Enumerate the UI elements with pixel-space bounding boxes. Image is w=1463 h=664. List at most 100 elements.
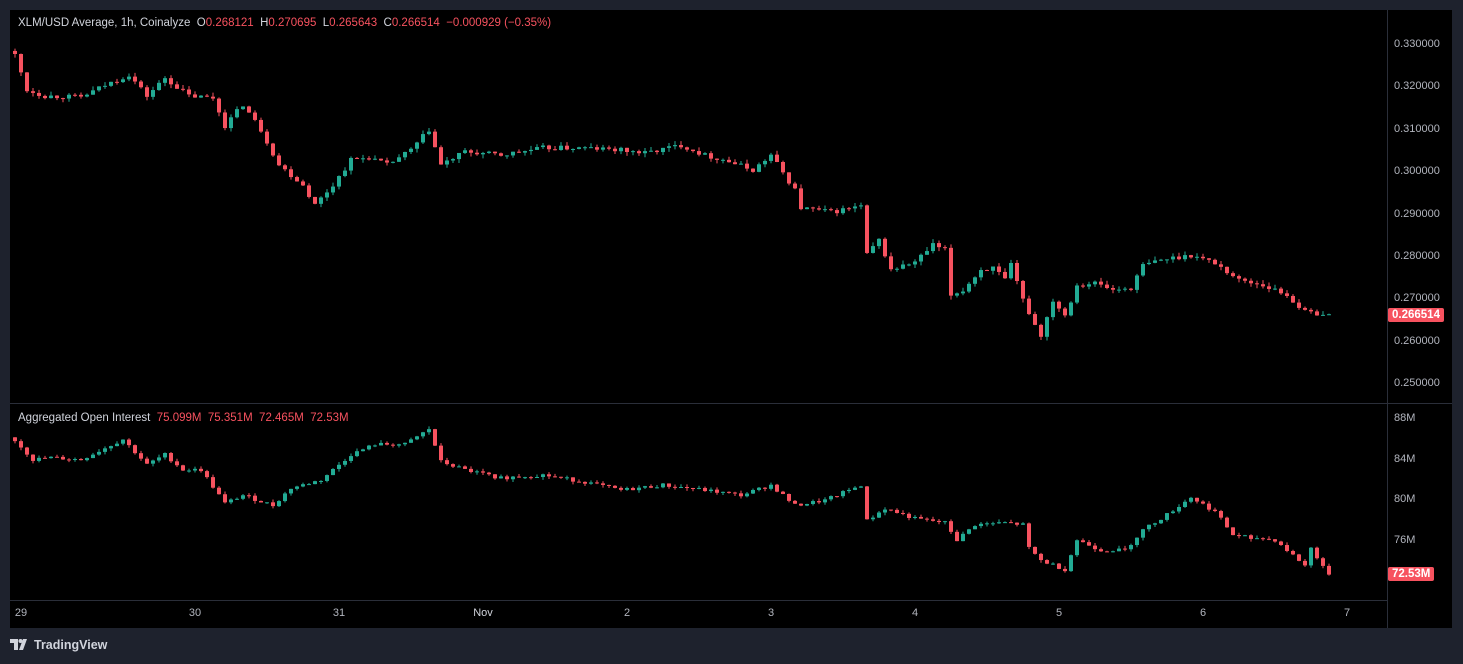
price-candle-body[interactable] [1129,288,1133,290]
price-candle-body[interactable] [139,81,143,88]
price-candle-body[interactable] [67,94,71,99]
price-candle-body[interactable] [1141,264,1145,276]
price-candle-body[interactable] [13,50,17,55]
oi-candle-body[interactable] [67,459,71,461]
oi-candle-body[interactable] [1051,563,1055,565]
oi-candle-body[interactable] [1159,519,1163,524]
price-candle-body[interactable] [127,76,131,80]
price-candle-body[interactable] [79,94,83,97]
oi-candle-body[interactable] [217,487,221,495]
price-candle-body[interactable] [253,112,257,120]
price-candle-body[interactable] [1297,302,1301,308]
price-candle-body[interactable] [979,270,983,278]
price-candle-body[interactable] [949,247,953,296]
oi-candle-body[interactable] [619,487,623,490]
price-candle-body[interactable] [769,154,773,161]
price-candle-body[interactable] [1147,262,1151,265]
oi-candle-body[interactable] [157,457,161,461]
price-candle-body[interactable] [1195,256,1199,258]
price-candle-body[interactable] [583,147,587,149]
price-candle-body[interactable] [823,209,827,211]
oi-candle-body[interactable] [817,501,821,503]
price-candle-body[interactable] [505,155,509,157]
oi-candle-body[interactable] [445,460,449,465]
oi-candle-body[interactable] [589,482,593,484]
oi-candle-body[interactable] [1213,509,1217,512]
oi-candle-body[interactable] [163,453,167,458]
oi-candle-body[interactable] [823,499,827,503]
price-candle-body[interactable] [877,238,881,247]
oi-candle-body[interactable] [415,436,419,440]
oi-candle-body[interactable] [1021,523,1025,525]
price-candle-body[interactable] [937,243,941,248]
price-candle-body[interactable] [463,150,467,153]
price-candle-body[interactable] [1309,309,1313,312]
oi-candle-body[interactable] [73,459,77,461]
oi-candle-body[interactable] [337,464,341,469]
oi-candle-body[interactable] [373,445,377,447]
oi-candle-body[interactable] [283,493,287,502]
price-candle-body[interactable] [679,145,683,148]
price-candle-body[interactable] [643,151,647,154]
oi-candle-body[interactable] [1093,545,1097,550]
price-candle-body[interactable] [925,251,929,255]
oi-candle-body[interactable] [667,483,671,487]
symbol-title[interactable]: XLM/USD Average, 1h, Coinalyze [18,17,191,29]
oi-candle-body[interactable] [637,487,641,491]
oi-candle-body[interactable] [1237,535,1241,537]
price-candle-body[interactable] [1315,311,1319,316]
oi-candle-body[interactable] [985,523,989,525]
price-candle-body[interactable] [685,147,689,150]
price-candle-body[interactable] [451,159,455,161]
price-candle-body[interactable] [559,145,563,151]
oi-candle-body[interactable] [955,531,959,542]
oi-candle-body[interactable] [1219,511,1223,518]
oi-candle-body[interactable] [235,498,239,500]
oi-candle-body[interactable] [409,439,413,443]
price-candle-body[interactable] [601,147,605,150]
price-candle-body[interactable] [577,147,581,149]
oi-candle-body[interactable] [877,512,881,518]
oi-candle-body[interactable] [595,482,599,484]
oi-candle-body[interactable] [505,476,509,480]
price-candle-body[interactable] [967,283,971,292]
oi-candle-body[interactable] [355,451,359,457]
oi-candle-body[interactable] [1123,548,1127,550]
price-candle-body[interactable] [145,87,149,97]
oi-candle-body[interactable] [661,483,665,488]
price-candle-body[interactable] [1303,307,1307,310]
oi-candle-body[interactable] [1057,563,1061,569]
price-candle-body[interactable] [73,94,77,96]
price-candle-body[interactable] [1165,259,1169,261]
price-candle-body[interactable] [85,94,89,97]
price-candle-body[interactable] [547,145,551,150]
price-candle-body[interactable] [733,162,737,165]
price-candle-body[interactable] [703,153,707,155]
price-candle-body[interactable] [325,192,329,198]
oi-candle-body[interactable] [229,499,233,503]
price-candle-body[interactable] [901,264,905,269]
oi-candle-body[interactable] [997,522,1001,524]
oi-candle-body[interactable] [499,476,503,479]
oi-candle-body[interactable] [697,487,701,489]
oi-candle-body[interactable] [223,494,227,503]
price-candle-body[interactable] [847,208,851,210]
oi-candle-body[interactable] [169,453,173,462]
price-candle-body[interactable] [331,186,335,193]
oi-candle-body[interactable] [979,523,983,527]
price-candle-body[interactable] [841,208,845,214]
price-candle-body[interactable] [1105,284,1109,288]
price-candle-body[interactable] [637,151,641,154]
oi-candle-body[interactable] [1279,541,1283,546]
oi-candle-body[interactable] [133,445,137,454]
price-candle-body[interactable] [1267,286,1271,289]
oi-candle-body[interactable] [91,454,95,459]
oi-candle-body[interactable] [61,456,65,460]
oi-candle-body[interactable] [769,484,773,489]
price-candle-body[interactable] [673,145,677,147]
oi-candle-body[interactable] [1321,558,1325,566]
price-candle-body[interactable] [883,238,887,257]
oi-candle-body[interactable] [439,445,443,461]
oi-candle-body[interactable] [841,491,845,497]
price-candle-body[interactable] [1219,264,1223,267]
